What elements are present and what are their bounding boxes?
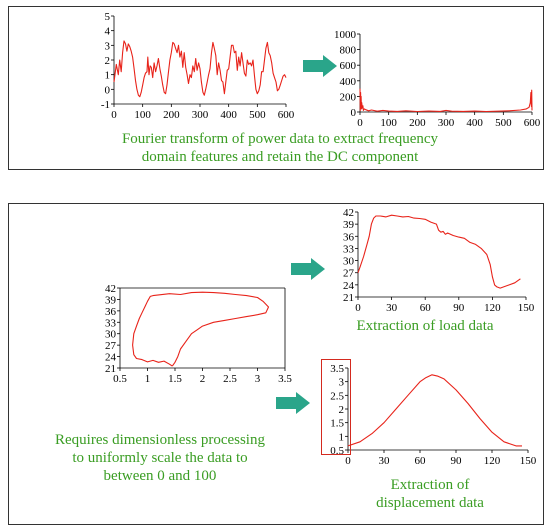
y-tick-label: 4	[105, 26, 111, 38]
y-tick-label: 42	[105, 283, 116, 295]
x-tick-label: 100	[134, 109, 151, 121]
note-line: between 0 and 100	[103, 468, 217, 484]
y-tick-label: 1000	[334, 29, 357, 41]
right-arrow-icon	[303, 55, 337, 77]
x-tick-label: 2	[200, 373, 206, 385]
series-line	[347, 374, 522, 447]
x-tick-label: 60	[420, 302, 432, 314]
x-tick-label: 200	[409, 117, 426, 129]
x-tick-label: 500	[495, 117, 512, 129]
y-axis-highlight-box	[321, 359, 351, 455]
x-tick-label: 1	[145, 373, 151, 385]
processing-panel	[8, 203, 544, 525]
y-tick-label: 24	[343, 280, 355, 292]
caption-line: displacement data	[376, 495, 484, 511]
x-tick-label: 30	[379, 455, 391, 467]
y-tick-label: 30	[105, 329, 117, 341]
x-tick-label: 300	[192, 109, 209, 121]
x-tick-label: 2.5	[223, 373, 237, 385]
y-tick-label: 33	[105, 317, 117, 329]
caption-line: Extraction of	[390, 477, 470, 493]
y-tick-label: 27	[105, 340, 117, 352]
y-tick-label: 33	[343, 243, 355, 255]
y-tick-label: 39	[105, 294, 117, 306]
x-tick-label: 300	[438, 117, 455, 129]
fourier-panel	[8, 6, 544, 170]
y-tick-label: 42	[343, 207, 354, 219]
x-tick-label: 150	[518, 302, 535, 314]
x-tick-label: 400	[466, 117, 483, 129]
y-tick-label: 3	[339, 377, 345, 389]
right-arrow-icon	[291, 258, 325, 280]
y-tick-label: 24	[105, 352, 117, 364]
y-tick-label: 27	[343, 268, 355, 280]
right-arrow-icon	[276, 392, 310, 414]
y-tick-label: 1	[105, 70, 111, 82]
x-tick-label: 90	[453, 302, 465, 314]
x-tick-label: 200	[163, 109, 180, 121]
displacement-data-chart: 0.511.522.533.50 30 60 90 120 150	[330, 363, 537, 467]
load-caption: Extraction of load data	[356, 318, 494, 334]
x-tick-label: 0	[345, 455, 351, 467]
y-tick-label: 400	[340, 76, 357, 88]
y-tick-label: 2	[339, 404, 345, 416]
note-line: to uniformly scale the data to	[72, 450, 248, 466]
y-tick-label: 5	[105, 11, 111, 23]
y-tick-label: 21	[105, 363, 116, 375]
y-tick-label: 39	[343, 219, 355, 231]
y-tick-label: 600	[340, 60, 357, 72]
y-tick-label: 21	[343, 292, 354, 304]
y-tick-label: 2.5	[330, 390, 344, 402]
x-tick-label: 400	[220, 109, 237, 121]
x-tick-label: 0	[111, 109, 117, 121]
x-tick-label: 30	[386, 302, 398, 314]
displacement-caption: Extraction of displacement data	[340, 476, 520, 512]
y-tick-label: 1	[339, 431, 345, 443]
y-tick-label: -1	[101, 99, 110, 111]
y-tick-label: 36	[343, 231, 355, 243]
x-tick-label: 150	[520, 455, 537, 467]
x-tick-label: 600	[524, 117, 541, 129]
x-tick-label: 120	[484, 302, 501, 314]
series-line	[357, 214, 521, 289]
series-line	[359, 88, 533, 113]
y-tick-label: 1.5	[330, 418, 344, 430]
y-tick-label: 3	[105, 40, 111, 52]
caption-line: Fourier transform of power data to extra…	[121, 131, 439, 147]
y-tick-label: 36	[105, 306, 117, 318]
x-tick-label: 0	[357, 117, 363, 129]
note-line: Requires dimensionless processing	[55, 432, 265, 448]
series-line	[113, 40, 287, 98]
x-tick-label: 600	[278, 109, 295, 121]
x-tick-label: 500	[249, 109, 266, 121]
x-tick-label: 3	[255, 373, 261, 385]
series-line	[132, 291, 270, 367]
y-tick-label: 30	[343, 256, 355, 268]
x-tick-label: 0	[355, 302, 361, 314]
caption-line: domain features and retain the DC compon…	[141, 149, 419, 165]
x-tick-label: 60	[415, 455, 427, 467]
x-tick-label: 0.5	[113, 373, 127, 385]
x-tick-label: 90	[451, 455, 463, 467]
x-tick-label: 100	[380, 117, 397, 129]
x-tick-label: 3.5	[278, 373, 292, 385]
fft-spectrum-chart: 0 200 400 600 800 1000 0 100 200 300 400 500 600	[334, 29, 541, 129]
y-tick-label: 200	[340, 91, 357, 103]
y-tick-label: 800	[340, 45, 357, 57]
y-tick-label: 0	[351, 107, 357, 119]
y-tick-label: 2	[105, 55, 111, 67]
x-tick-label: 1.5	[168, 373, 182, 385]
y-tick-label: 3.5	[330, 363, 344, 375]
normalization-note: Requires dimensionless processing to uni…	[30, 431, 290, 485]
fourier-caption: Fourier transform of power data to extra…	[60, 130, 500, 166]
y-tick-label: 0	[105, 84, 111, 96]
x-tick-label: 120	[484, 455, 501, 467]
